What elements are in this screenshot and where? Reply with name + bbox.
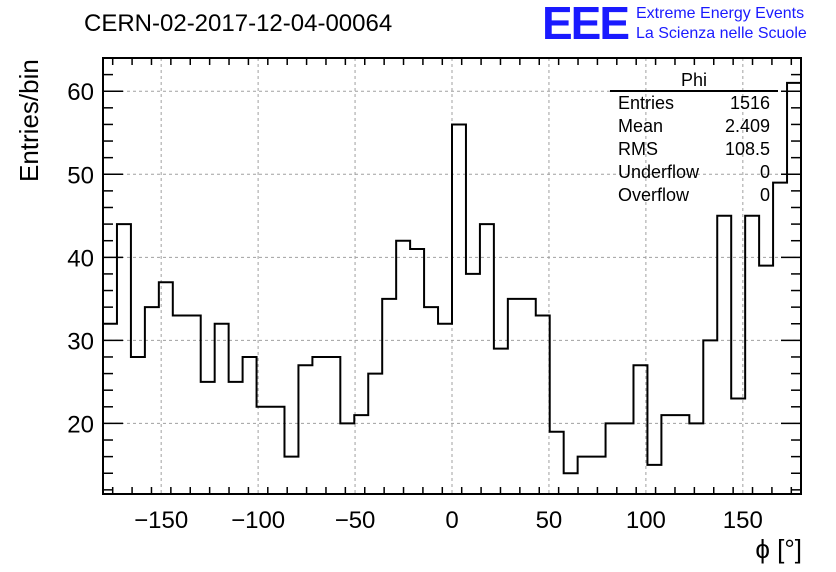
stats-value: 0	[759, 162, 770, 182]
y-axis-label: Entries/bin	[14, 59, 44, 182]
x-axis-label: ϕ [°]	[755, 534, 802, 564]
stats-label: Overflow	[618, 185, 690, 205]
stats-label: RMS	[618, 139, 658, 159]
run-title: CERN-02-2017-12-04-00064	[84, 10, 393, 37]
y-tick-label: 20	[67, 411, 94, 438]
y-tick-label: 60	[67, 79, 94, 106]
x-tick-label: 50	[536, 507, 563, 534]
stats-row-underflow: Underflow 0	[610, 161, 778, 184]
stats-row-entries: Entries 1516	[610, 92, 778, 115]
x-tick-label: −150	[134, 507, 188, 534]
axis-ticks	[103, 57, 801, 494]
stats-row-mean: Mean 2.409	[610, 115, 778, 138]
logo-caption: Extreme Energy Events La Scienza nelle S…	[636, 4, 807, 44]
x-tick-label: −50	[335, 507, 376, 534]
logo-caption-line2: La Scienza nelle Scuole	[636, 25, 807, 42]
tick-labels: −150 −100 −50 0 50 100 150 20 30 40 50 60	[67, 79, 763, 534]
stats-label: Mean	[618, 116, 664, 136]
stats-value: 0	[759, 185, 770, 205]
stats-value: 1516	[729, 93, 770, 113]
x-tick-label: 100	[626, 507, 666, 534]
y-tick-label: 40	[67, 245, 94, 272]
y-tick-label: 50	[67, 162, 94, 189]
stats-label: Entries	[618, 93, 675, 113]
stats-row-overflow: Overflow 0	[610, 184, 778, 207]
x-tick-label: 150	[723, 507, 763, 534]
stats-row-rms: RMS 108.5	[610, 138, 778, 161]
x-tick-label: 0	[445, 507, 458, 534]
plot-frame	[102, 57, 802, 495]
histogram-line	[103, 81, 801, 475]
eee-logo: EEE	[542, 0, 630, 49]
x-tick-label: −100	[231, 507, 285, 534]
stats-value: 2.409	[724, 116, 770, 136]
y-tick-label: 30	[67, 328, 94, 355]
stats-label: Underflow	[618, 162, 700, 182]
stats-title: Phi	[610, 70, 778, 92]
stats-value: 108.5	[724, 139, 770, 159]
logo-caption-line1: Extreme Energy Events	[636, 5, 805, 22]
stats-box: Phi Entries 1516 Mean 2.409 RMS 108.5 Un…	[610, 70, 778, 207]
